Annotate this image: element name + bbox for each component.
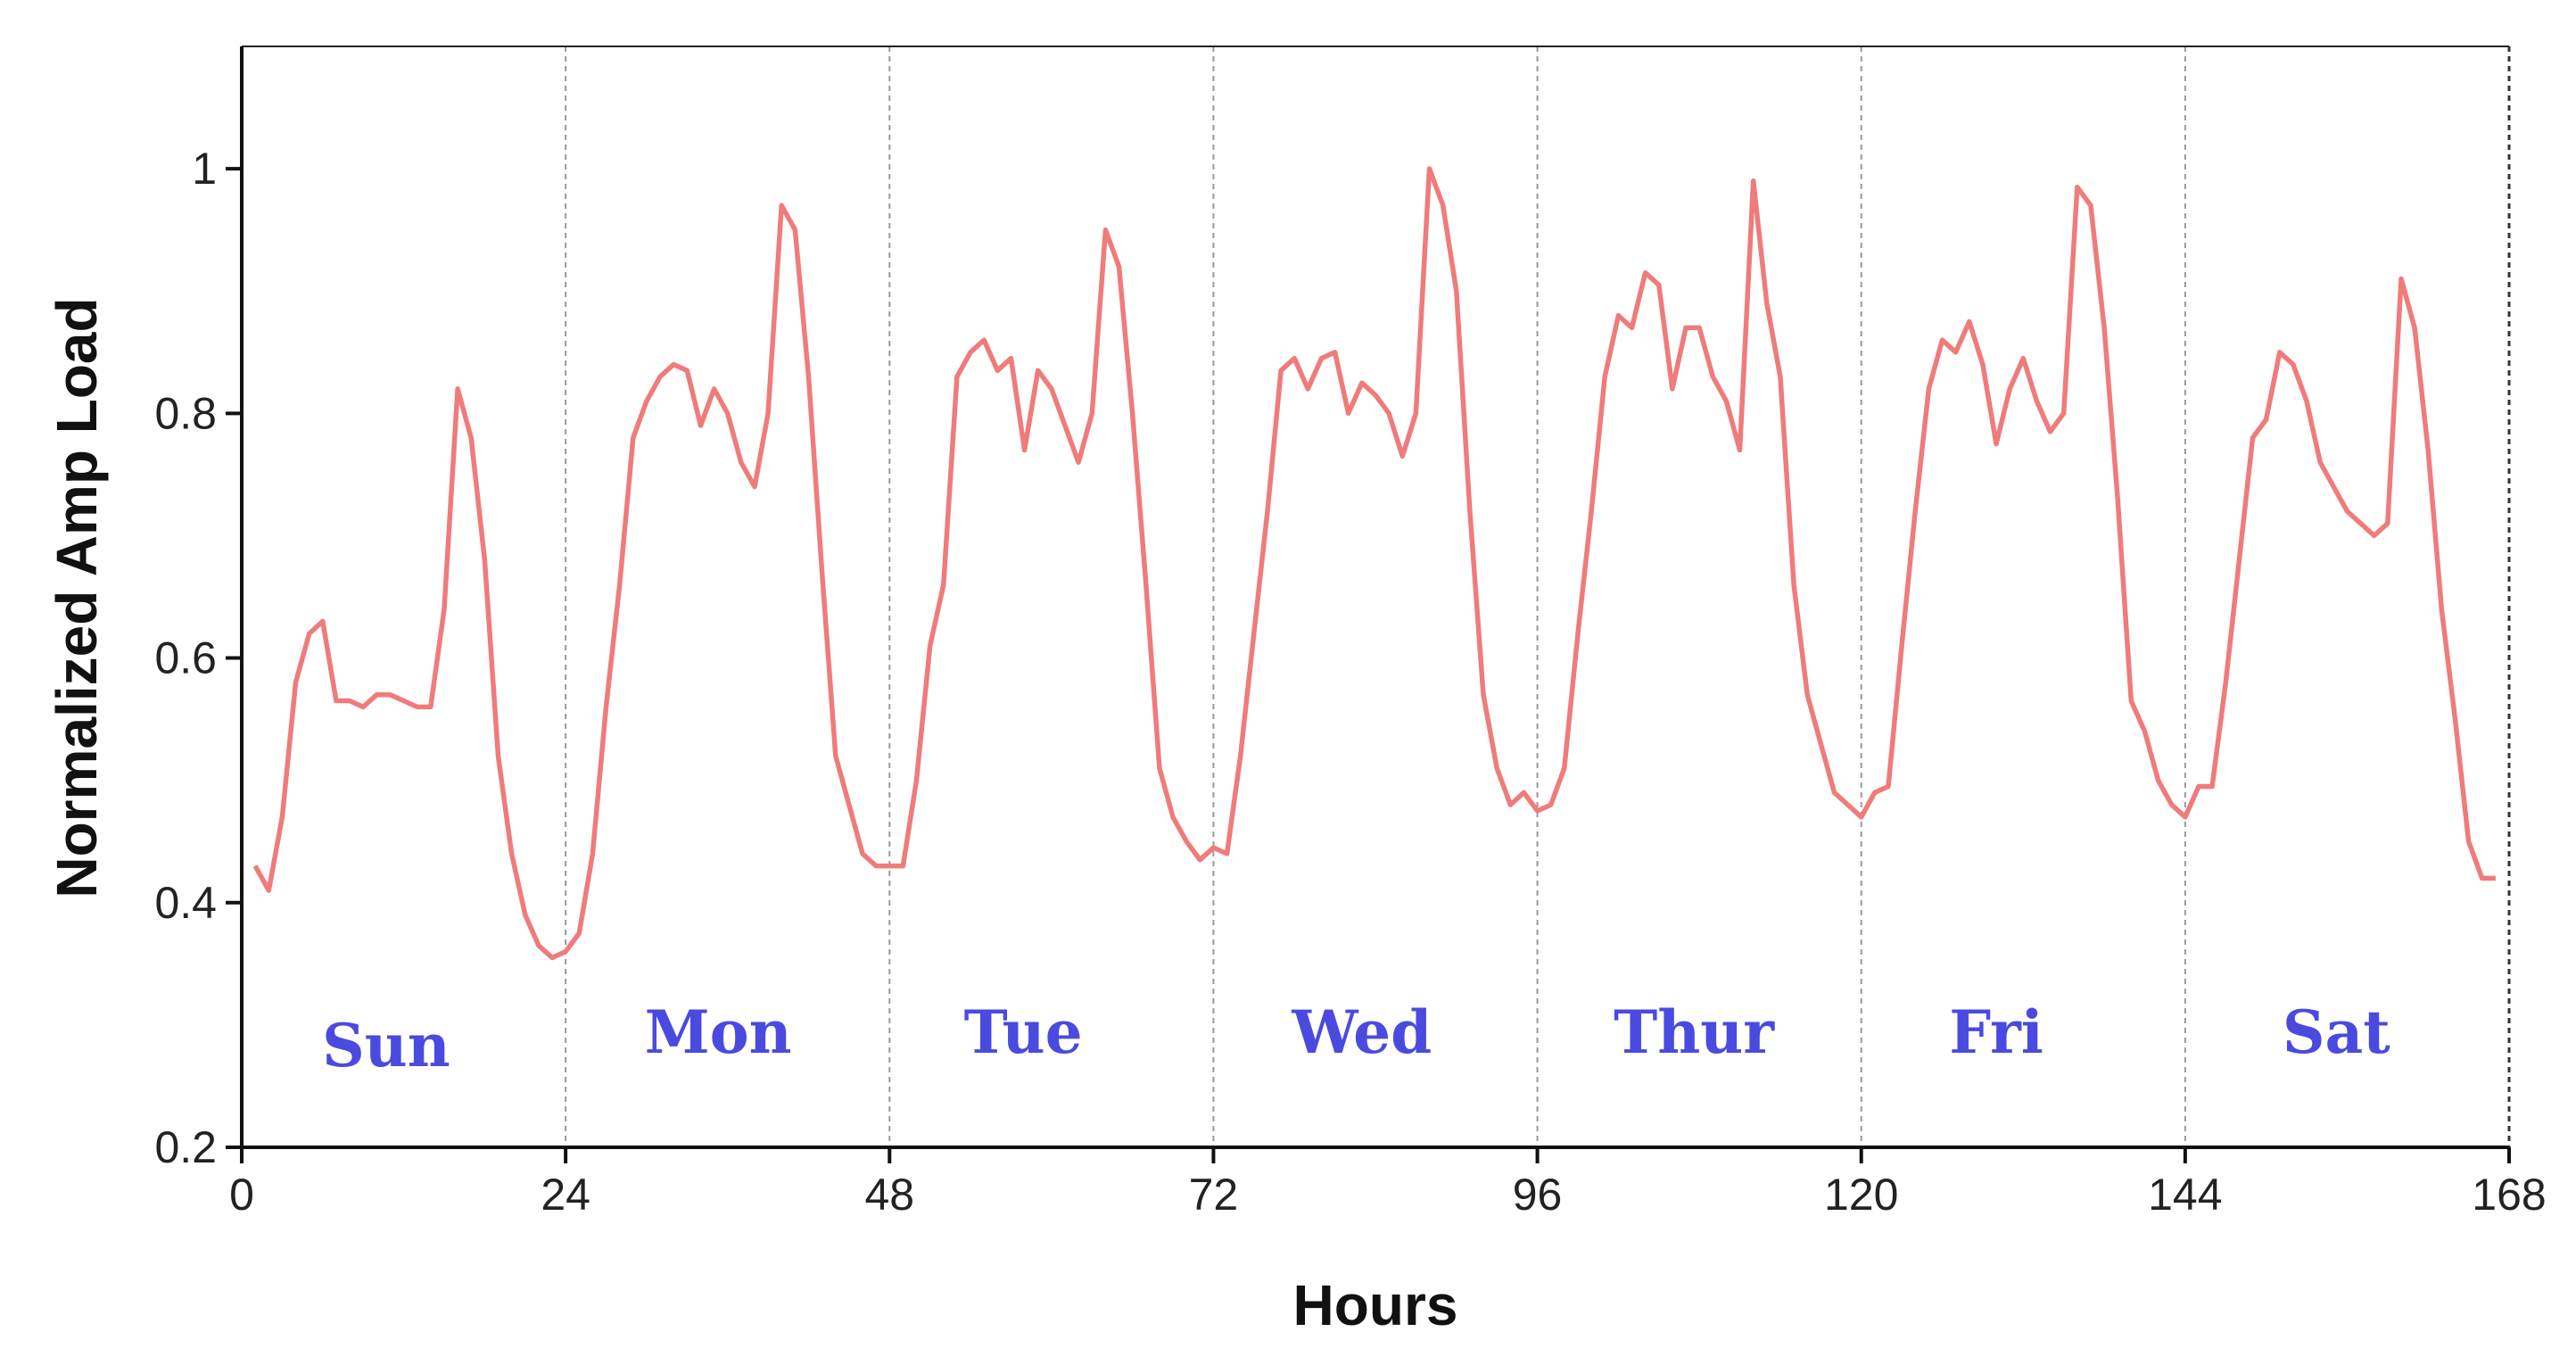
x-axis-title: Hours	[1293, 1273, 1458, 1337]
day-label: Sat	[2283, 997, 2390, 1067]
x-tick-label: 144	[2148, 1170, 2222, 1220]
x-tick-label: 24	[541, 1170, 590, 1220]
y-tick-label: 0.8	[154, 388, 217, 438]
day-label: Mon	[645, 997, 792, 1067]
day-labels: Sun Mon Tue Wed Thur Fri Sat	[322, 997, 2390, 1080]
day-gridlines	[565, 46, 2511, 1147]
x-tick-label: 0	[229, 1170, 254, 1220]
y-tick-label: 0.6	[154, 633, 217, 683]
y-tick-label: 0.4	[154, 878, 217, 928]
day-label: Sun	[322, 1011, 450, 1080]
x-tick-label: 48	[864, 1170, 914, 1220]
y-axis-title: Normalized Amp Load	[45, 297, 109, 898]
y-tick-label: 1	[192, 144, 217, 194]
series-line	[252, 166, 2496, 961]
day-label: Thur	[1614, 997, 1775, 1067]
x-tick-label: 120	[1824, 1170, 1898, 1220]
tick-labels: 0 24 48 72 96 120 144 168 0.2 0.4 0.6 0.8 1	[154, 144, 2546, 1220]
x-tick-label: 72	[1189, 1170, 1239, 1220]
day-label: Fri	[1949, 997, 2043, 1067]
y-tick-label: 0.2	[154, 1122, 217, 1172]
day-label: Wed	[1291, 997, 1432, 1067]
day-label: Tue	[964, 997, 1083, 1067]
x-tick-label: 96	[1513, 1170, 1563, 1220]
axes	[226, 46, 2511, 1163]
x-tick-label: 168	[2472, 1170, 2546, 1220]
